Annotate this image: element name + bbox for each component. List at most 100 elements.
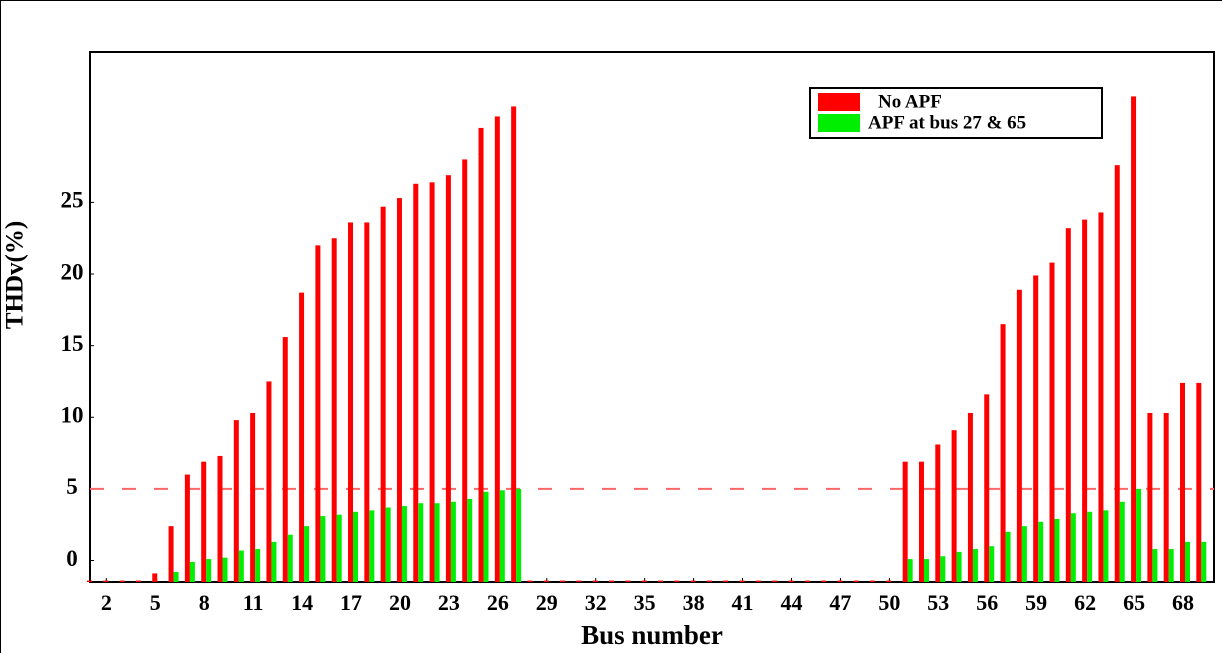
bar [266, 381, 272, 582]
x-tick-label: 59 [1025, 590, 1047, 615]
legend-swatch [818, 114, 860, 132]
bar [1131, 96, 1137, 583]
bar [494, 116, 500, 582]
bar [168, 526, 174, 582]
bar [739, 580, 745, 582]
bar [271, 541, 277, 582]
bar [103, 580, 109, 582]
bar [918, 461, 924, 582]
bar [331, 238, 337, 582]
x-tick-label: 5 [150, 590, 161, 615]
bar [516, 488, 522, 582]
plot-area [89, 51, 1215, 583]
bar [592, 580, 598, 582]
bar [641, 580, 647, 582]
bar [511, 106, 517, 582]
bar [1005, 531, 1011, 582]
bar [804, 580, 810, 582]
bar [870, 580, 876, 582]
bar [1196, 382, 1202, 582]
bar [189, 561, 195, 582]
x-tick-label: 41 [732, 590, 754, 615]
bar [1000, 324, 1006, 582]
bar [1114, 165, 1120, 582]
bar [1070, 513, 1076, 582]
bar [320, 516, 326, 582]
bar [755, 580, 761, 582]
y-tick-label: 0 [66, 546, 78, 571]
bar [1038, 521, 1044, 582]
bar [923, 559, 929, 582]
bar [434, 503, 440, 582]
bar [287, 534, 293, 582]
bar [238, 550, 244, 582]
bar [1087, 511, 1093, 582]
bar [972, 549, 978, 582]
x-tick-label: 35 [634, 590, 656, 615]
x-tick-label: 38 [683, 590, 705, 615]
bar [690, 580, 696, 582]
bar [413, 183, 419, 582]
x-tick-label: 11 [243, 590, 264, 615]
bar [723, 580, 729, 582]
bar [364, 222, 370, 582]
bar [609, 580, 615, 582]
bar [315, 245, 321, 583]
bar [560, 580, 566, 582]
x-tick-label: 65 [1123, 590, 1145, 615]
bar [483, 491, 489, 582]
x-tick-label: 20 [389, 590, 411, 615]
bar [1033, 275, 1039, 582]
bar [119, 580, 125, 582]
bar [478, 127, 484, 583]
bar [951, 430, 957, 582]
bar [1082, 219, 1088, 582]
y-tick-label: 20 [61, 259, 84, 284]
bar [348, 222, 354, 582]
x-tick-label: 14 [291, 590, 313, 615]
bar [907, 559, 913, 582]
bar [401, 506, 407, 582]
x-tick-label: 2 [101, 590, 112, 615]
bar [135, 580, 141, 582]
y-tick-label: 10 [61, 403, 84, 428]
bar [956, 551, 962, 582]
bar [543, 580, 549, 582]
bar [184, 474, 190, 582]
bar [152, 573, 158, 582]
bar [837, 580, 843, 582]
x-tick-label: 56 [976, 590, 998, 615]
y-axis-label: THDv(%) [2, 221, 29, 329]
x-tick-label: 68 [1172, 590, 1194, 615]
bar [282, 337, 288, 582]
bar [353, 511, 359, 582]
bar [445, 175, 451, 582]
bar [369, 510, 375, 582]
legend-label: APF at bus 27 & 65 [868, 112, 1026, 133]
bar [173, 571, 179, 582]
x-axis-label: Bus number [581, 620, 723, 650]
x-tick-label: 32 [585, 590, 607, 615]
bar [1201, 541, 1207, 582]
bar [657, 580, 663, 582]
bar [1180, 382, 1186, 582]
bar [467, 498, 473, 582]
bar [1016, 289, 1022, 582]
bar [1054, 518, 1060, 582]
bar [788, 580, 794, 582]
bar [206, 559, 212, 582]
bar [625, 580, 631, 582]
bar [940, 556, 946, 582]
bar [87, 580, 92, 582]
legend-swatch [818, 93, 860, 111]
bar [772, 580, 778, 582]
bar [902, 461, 908, 582]
bar [853, 580, 859, 582]
bar [380, 206, 386, 582]
bar [1065, 228, 1071, 582]
bar [429, 182, 435, 582]
legend-label: No APF [878, 91, 942, 112]
bar [462, 159, 468, 582]
